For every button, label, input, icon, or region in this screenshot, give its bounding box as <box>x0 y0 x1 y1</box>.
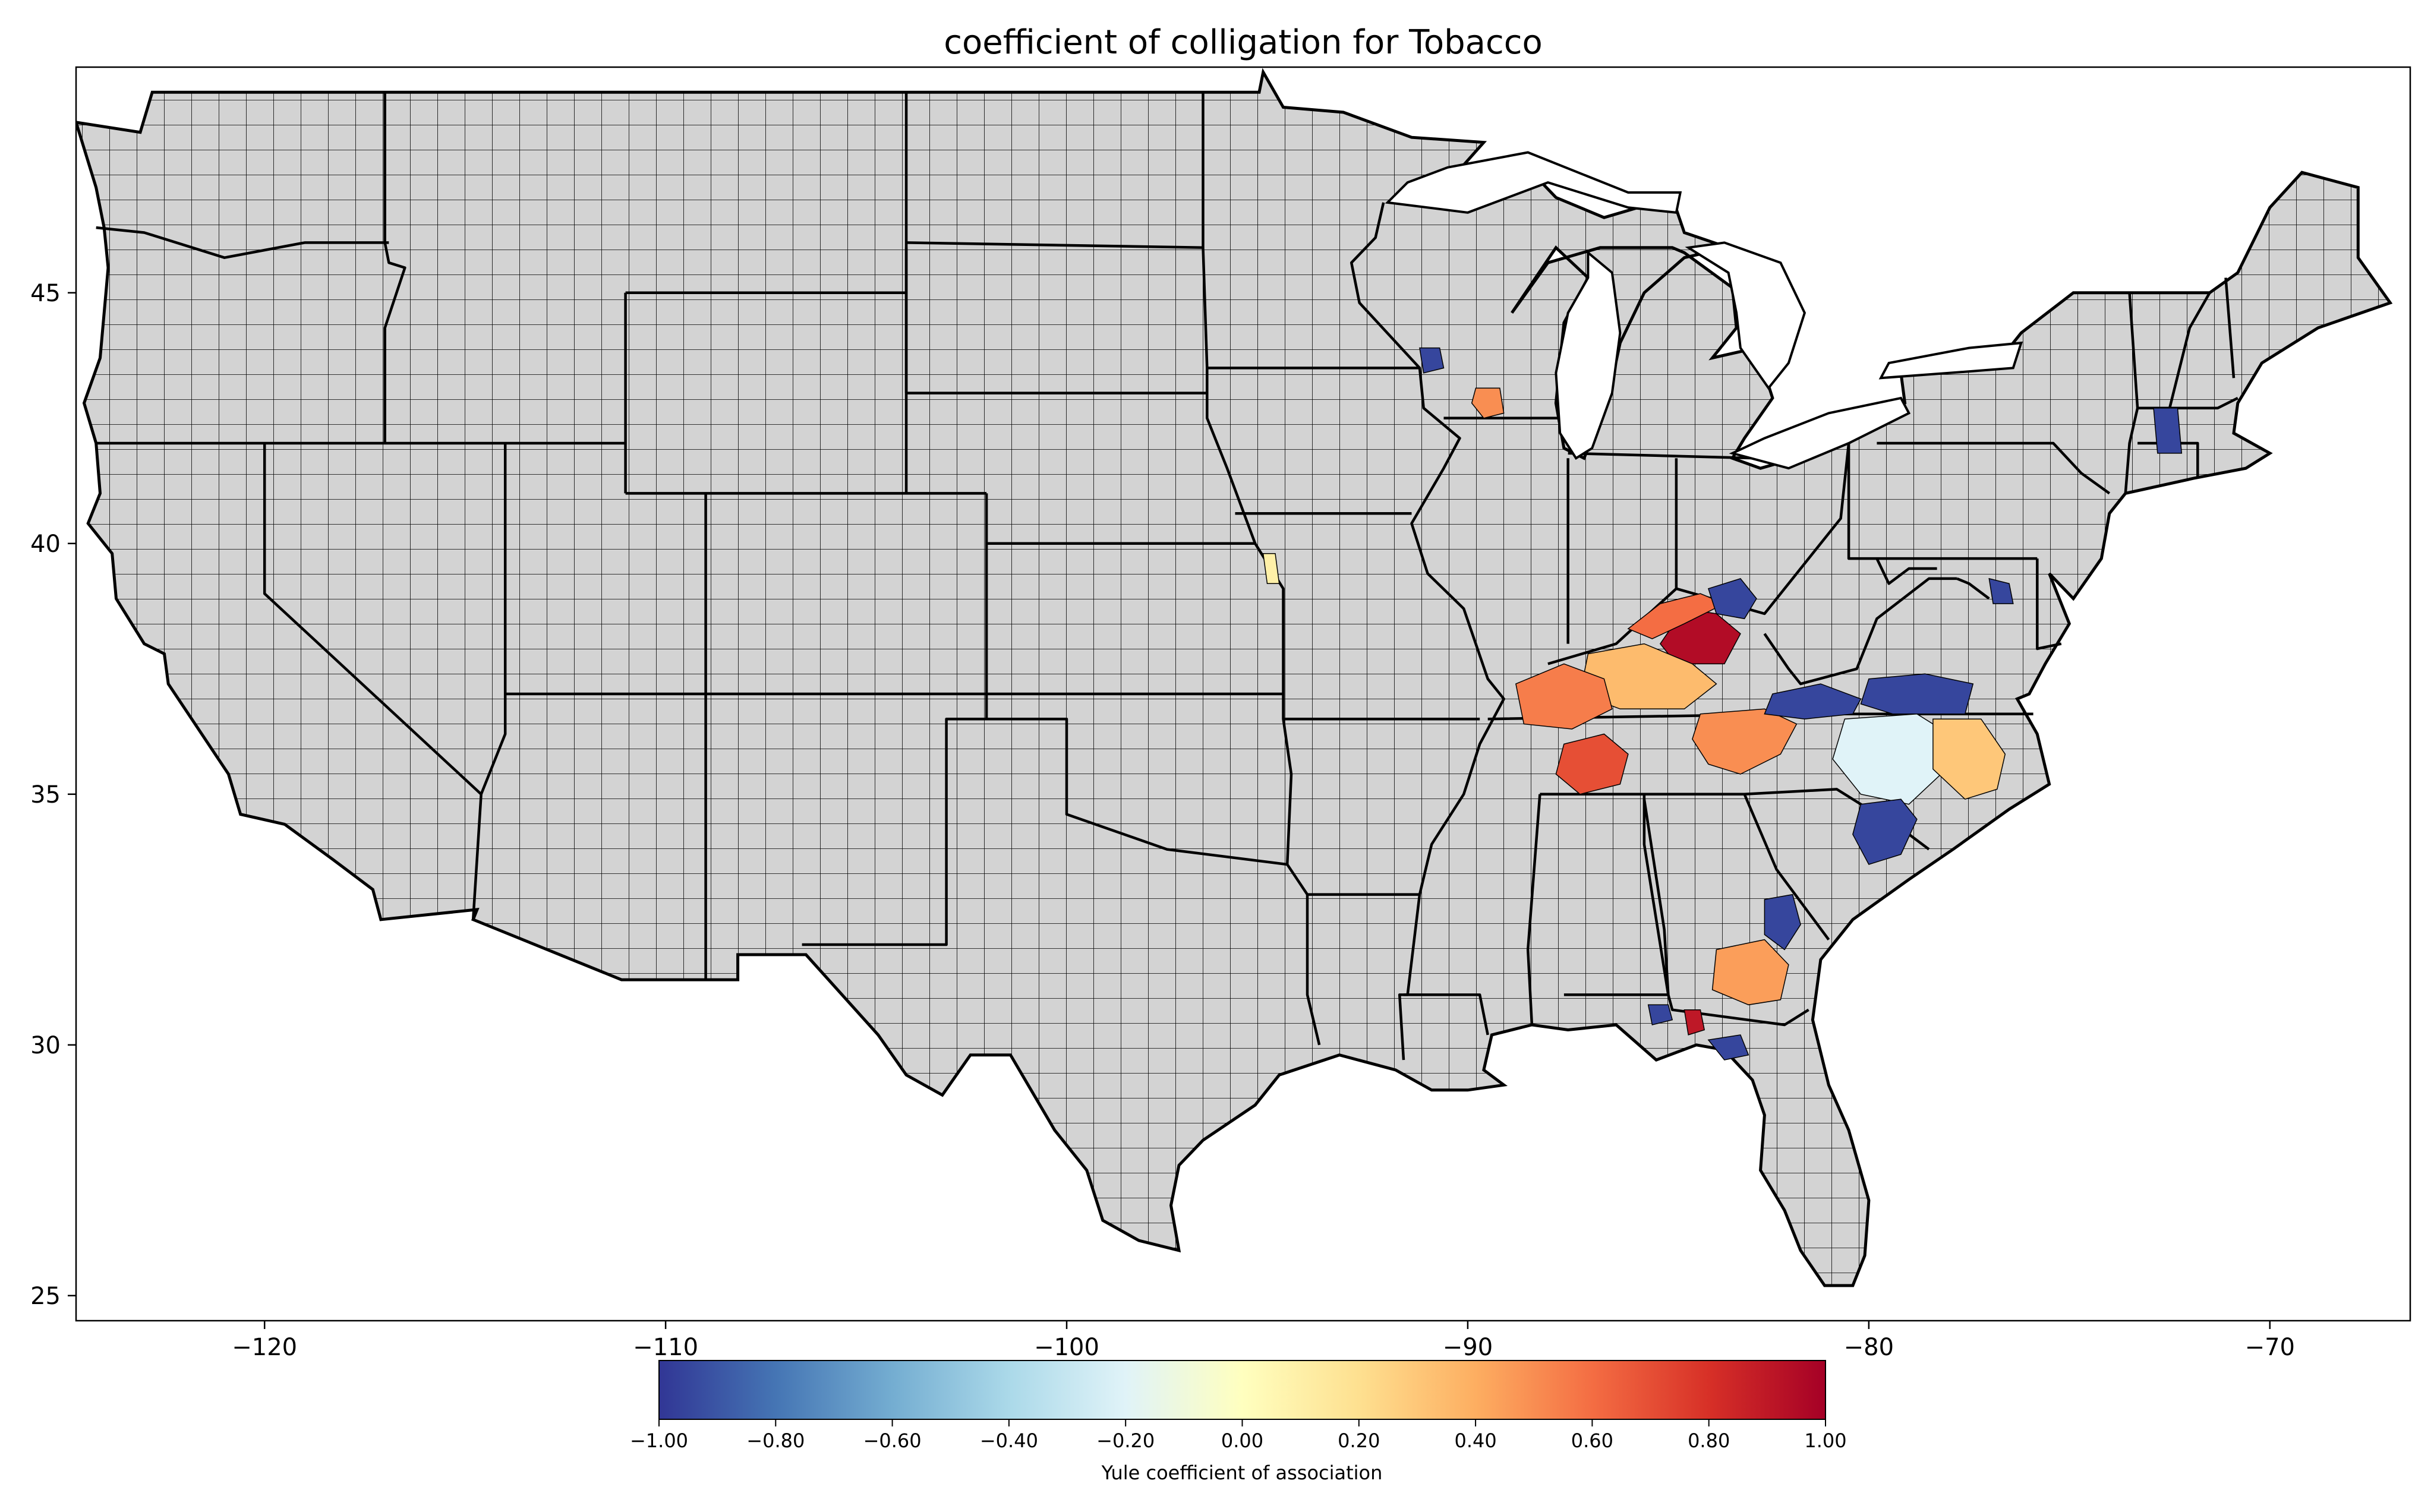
colorbar-axis: −1.00 −0.80 −0.60 −0.40 −0.20 0.00 0.20 0.40 0.6… <box>630 1419 1847 1452</box>
region-connecticut-valley <box>2154 408 2181 453</box>
region-southwest-wisconsin <box>1420 348 1444 373</box>
colorbar-tick-label: 0.80 <box>1688 1429 1730 1452</box>
x-tick-label: −80 <box>1844 1334 1894 1361</box>
colorbar-tick-label: −0.60 <box>863 1429 922 1452</box>
colorbar-tick-label: −0.40 <box>980 1429 1038 1452</box>
x-tick-label: −90 <box>1443 1334 1493 1361</box>
colorbar-tick-label: −1.00 <box>630 1429 688 1452</box>
y-tick-label: 45 <box>30 280 61 307</box>
x-axis: −120 −110 −100 −90 −80 −70 <box>232 1321 2295 1361</box>
y-tick-label: 40 <box>30 531 61 558</box>
colorbar-tick-label: 0.00 <box>1221 1429 1263 1452</box>
y-tick-label: 30 <box>30 1032 61 1059</box>
colorbar-tick-label: 0.60 <box>1571 1429 1613 1452</box>
colorbar-tick-label: −0.80 <box>746 1429 805 1452</box>
y-tick-label: 25 <box>30 1283 61 1310</box>
region-north-florida <box>1684 1010 1704 1035</box>
colorbar-label: Yule coefficient of association <box>1101 1462 1383 1484</box>
y-tick-label: 35 <box>30 781 61 809</box>
x-tick-label: −120 <box>232 1334 297 1361</box>
colorbar-tick-label: 0.40 <box>1454 1429 1496 1452</box>
colorbar <box>659 1361 1826 1419</box>
x-tick-label: −100 <box>1034 1334 1099 1361</box>
map-title: coefficient of colligation for Tobacco <box>944 23 1543 62</box>
y-axis: 25 30 35 40 45 <box>30 280 76 1310</box>
x-tick-label: −70 <box>2245 1334 2295 1361</box>
colorbar-tick-label: 1.00 <box>1804 1429 1846 1452</box>
colorbar-tick-label: −0.20 <box>1096 1429 1155 1452</box>
x-tick-label: −110 <box>633 1334 698 1361</box>
colorbar-tick-label: 0.20 <box>1338 1429 1380 1452</box>
